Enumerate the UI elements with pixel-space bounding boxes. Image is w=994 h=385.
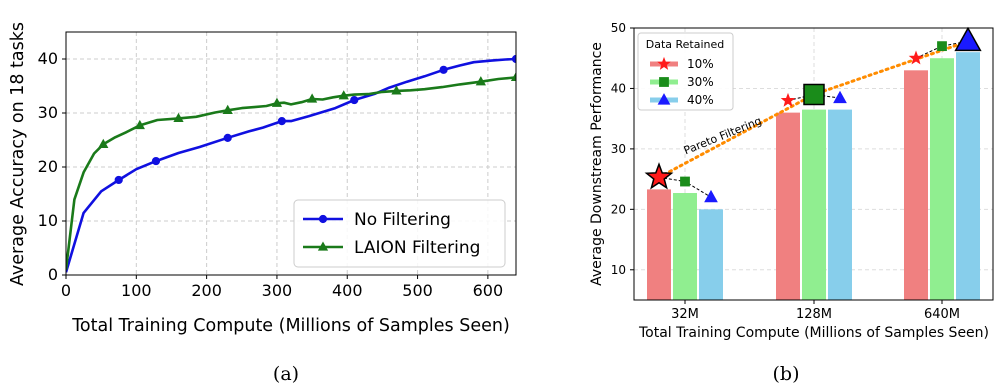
plot-frame-a [65, 31, 517, 276]
legend-label-a: No Filtering [354, 210, 451, 230]
series-line-laion-filtering [66, 76, 516, 270]
legend-marker-a [317, 241, 329, 251]
x-tick-label-a: 300 [262, 281, 293, 300]
bar-32M-30% [673, 193, 697, 300]
y-tick-label-b: 50 [611, 21, 626, 35]
y-tick-label-b: 30 [611, 142, 626, 156]
legend-box-b [637, 32, 734, 111]
legend-label-b: 40% [687, 93, 714, 107]
pareto-annotation: Pareto Filtering [682, 114, 764, 157]
series-line-no-filtering [66, 57, 516, 273]
legend-label-b: 10% [687, 57, 714, 71]
ticks-b: 10 20 30 40 50 32M 128M 640M [611, 21, 960, 322]
data-point [510, 71, 516, 82]
bar-640M-40% [956, 52, 980, 300]
marker-32M-30% [680, 176, 690, 187]
bar-128M-30% [802, 109, 826, 300]
data-point [439, 65, 448, 74]
y-tick-label-a: 20 [38, 157, 58, 176]
y-axis-label-b: Average Downstream Performance [589, 42, 605, 286]
bars-b [647, 52, 980, 300]
x-tick-label-b: 128M [796, 307, 832, 322]
x-tick-label-a: 600 [473, 281, 504, 300]
legend-label-b: 30% [687, 75, 714, 89]
x-tick-label-b: 640M [924, 307, 960, 322]
legend-marker-b [657, 56, 671, 70]
data-point [277, 117, 286, 126]
y-tick-label-b: 40 [611, 81, 626, 95]
y-axis-label-a: Average Accuracy on 18 tasks [8, 22, 28, 286]
marker-32M-40% [704, 189, 718, 203]
bar-128M-10% [776, 112, 800, 300]
legend-marker-b [659, 77, 669, 87]
marker-128M-40% [833, 90, 847, 104]
legend-box-a [293, 199, 506, 268]
data-point [350, 95, 359, 105]
caption-a: (a) [273, 363, 299, 385]
bar-128M-40% [828, 109, 852, 300]
data-point [475, 76, 486, 86]
bar-640M-10% [904, 70, 928, 300]
x-tick-label-a: 0 [61, 281, 71, 300]
caption-b: (b) [773, 363, 800, 385]
x-tick-label-b: 32M [671, 307, 699, 322]
legend-marker-b [657, 93, 671, 105]
data-point [338, 90, 349, 100]
marker-32M-10% [644, 162, 674, 190]
marker-128M-10% [780, 92, 796, 107]
legend-b: Data Retained 10% 30% 40% [637, 32, 734, 111]
x-axis-label-a: Total Training Compute (Millions of Samp… [71, 316, 510, 336]
marker-640M-30% [937, 41, 947, 52]
y-tick-label-b: 20 [611, 202, 626, 216]
x-tick-label-a: 200 [191, 281, 222, 300]
data-point [306, 93, 318, 103]
marker-128M-30% [803, 83, 825, 106]
bar-32M-10% [647, 189, 671, 300]
y-tick-label-a: 10 [38, 211, 58, 230]
y-tick-label-a: 40 [38, 49, 58, 68]
y-tick-label-a: 30 [38, 103, 58, 122]
bar-32M-40% [699, 209, 723, 300]
ticks-a: 0 100 200 300 400 500 600 0 10 20 30 40 [38, 49, 504, 300]
legend-title-b: Data Retained [646, 38, 725, 51]
data-point [173, 112, 184, 123]
series-group-a [66, 54, 516, 273]
marker-640M-40% [954, 26, 982, 52]
x-axis-label-b: Total Training Compute (Millions of Samp… [638, 325, 989, 341]
data-point [114, 175, 123, 185]
legend-marker-a [318, 214, 328, 224]
data-point [271, 97, 283, 107]
y-tick-label-a: 0 [48, 265, 58, 284]
data-point [151, 156, 161, 166]
data-point [391, 85, 402, 95]
y-tick-label-b: 10 [611, 263, 626, 277]
data-point [222, 104, 233, 114]
legend-a: No Filtering LAION Filtering [293, 199, 506, 268]
data-point [134, 119, 145, 130]
data-point [98, 138, 109, 148]
x-tick-label-a: 500 [402, 281, 433, 300]
x-tick-label-a: 100 [121, 281, 152, 300]
bar-640M-30% [930, 58, 954, 300]
marker-640M-10% [908, 50, 924, 65]
data-point [511, 54, 516, 64]
legend-label-a: LAION Filtering [354, 238, 480, 258]
x-tick-label-a: 400 [332, 281, 363, 300]
data-point [223, 133, 232, 142]
